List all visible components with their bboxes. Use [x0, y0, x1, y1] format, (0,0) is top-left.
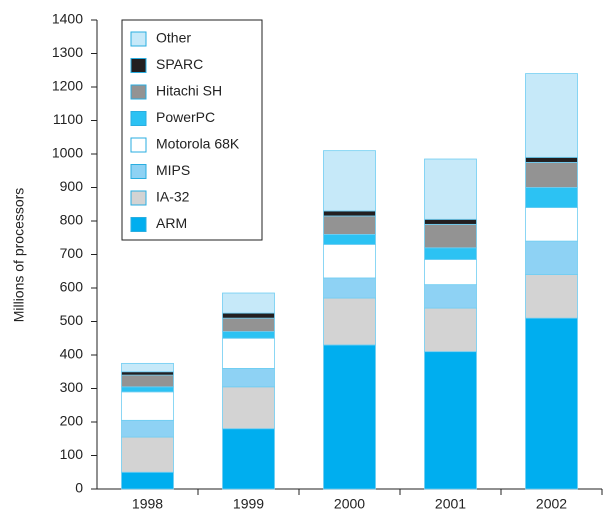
legend-label: SPARC: [156, 56, 203, 72]
bar-segment: [222, 428, 275, 490]
x-tick-label: 2002: [536, 496, 567, 512]
bar-segment: [424, 158, 477, 220]
bar-segment: [121, 386, 174, 393]
bar-segment: [525, 73, 578, 158]
bar-segment: [323, 344, 376, 490]
bar-segment: [424, 218, 477, 225]
bar-segment: [222, 386, 275, 430]
legend-swatch: [130, 111, 147, 126]
legend-label: IA-32: [156, 189, 190, 205]
y-tick-label: 400: [60, 346, 84, 362]
y-tick-label: 800: [60, 212, 84, 228]
bar-segment: [121, 374, 174, 388]
bar-segment: [121, 371, 174, 376]
bar-segment: [424, 351, 477, 490]
y-tick-label: 200: [60, 413, 84, 429]
legend-swatch: [130, 217, 147, 232]
bar-segment: [323, 233, 376, 245]
legend-label: Other: [156, 30, 191, 46]
bar-segment: [222, 317, 275, 332]
bar-segment: [525, 187, 578, 209]
legend-swatch: [130, 137, 147, 153]
bar-segment: [525, 240, 578, 276]
bar-segment: [525, 207, 578, 242]
bar-segment: [424, 307, 477, 353]
y-tick-label: 1400: [52, 11, 83, 27]
bar-segment: [525, 161, 578, 188]
y-tick-label: 1300: [52, 44, 83, 60]
y-tick-label: 600: [60, 279, 84, 295]
legend-label: MIPS: [156, 162, 190, 178]
x-tick-label: 1999: [233, 496, 264, 512]
x-tick-label: 1998: [132, 496, 163, 512]
bar-segment: [121, 391, 174, 421]
bar-segment: [222, 312, 275, 319]
bar-segment: [323, 210, 376, 217]
y-tick-label: 1000: [52, 145, 83, 161]
bar-segment: [424, 284, 477, 309]
bar-segment: [525, 274, 578, 319]
y-tick-label: 1100: [53, 111, 83, 127]
bar-segment: [424, 259, 477, 286]
bar-segment: [323, 297, 376, 346]
bar-segment: [222, 292, 275, 314]
legend-swatch: [130, 164, 147, 179]
bar-segment: [121, 436, 174, 473]
bar-segment: [121, 471, 174, 490]
legend-label: Hitachi SH: [156, 83, 222, 99]
legend-label: ARM: [156, 215, 187, 231]
bar-segment: [121, 419, 174, 438]
legend-swatch: [130, 190, 147, 206]
bar-segment: [222, 367, 275, 388]
legend-label: PowerPC: [156, 109, 215, 125]
y-tick-label: 700: [60, 245, 84, 261]
bar-segment: [222, 337, 275, 369]
y-tick-label: 100: [60, 446, 84, 462]
y-tick-label: 300: [60, 379, 84, 395]
y-axis-label: Millions of processors: [11, 188, 27, 323]
legend-box: [121, 19, 263, 241]
bar-segment: [424, 223, 477, 249]
y-tick-label: 500: [60, 312, 84, 328]
legend-swatch: [130, 58, 147, 73]
y-tick-label: 900: [60, 178, 84, 194]
bar-segment: [525, 317, 578, 490]
bar-segment: [525, 156, 578, 163]
bar-segment: [222, 331, 275, 339]
legend-label: Motorola 68K: [156, 136, 240, 152]
bar-segment: [121, 362, 174, 373]
legend-swatch: [130, 31, 147, 47]
bar-segment: [323, 215, 376, 235]
y-tick-label: 0: [75, 480, 83, 496]
legend-swatch: [130, 84, 147, 100]
bar-segment: [323, 277, 376, 299]
x-tick-label: 2000: [334, 496, 365, 512]
x-tick-label: 2001: [435, 496, 466, 512]
bar-segment: [323, 244, 376, 279]
y-tick-label: 1200: [52, 78, 83, 94]
bar-segment: [323, 150, 376, 212]
bar-segment: [424, 247, 477, 260]
